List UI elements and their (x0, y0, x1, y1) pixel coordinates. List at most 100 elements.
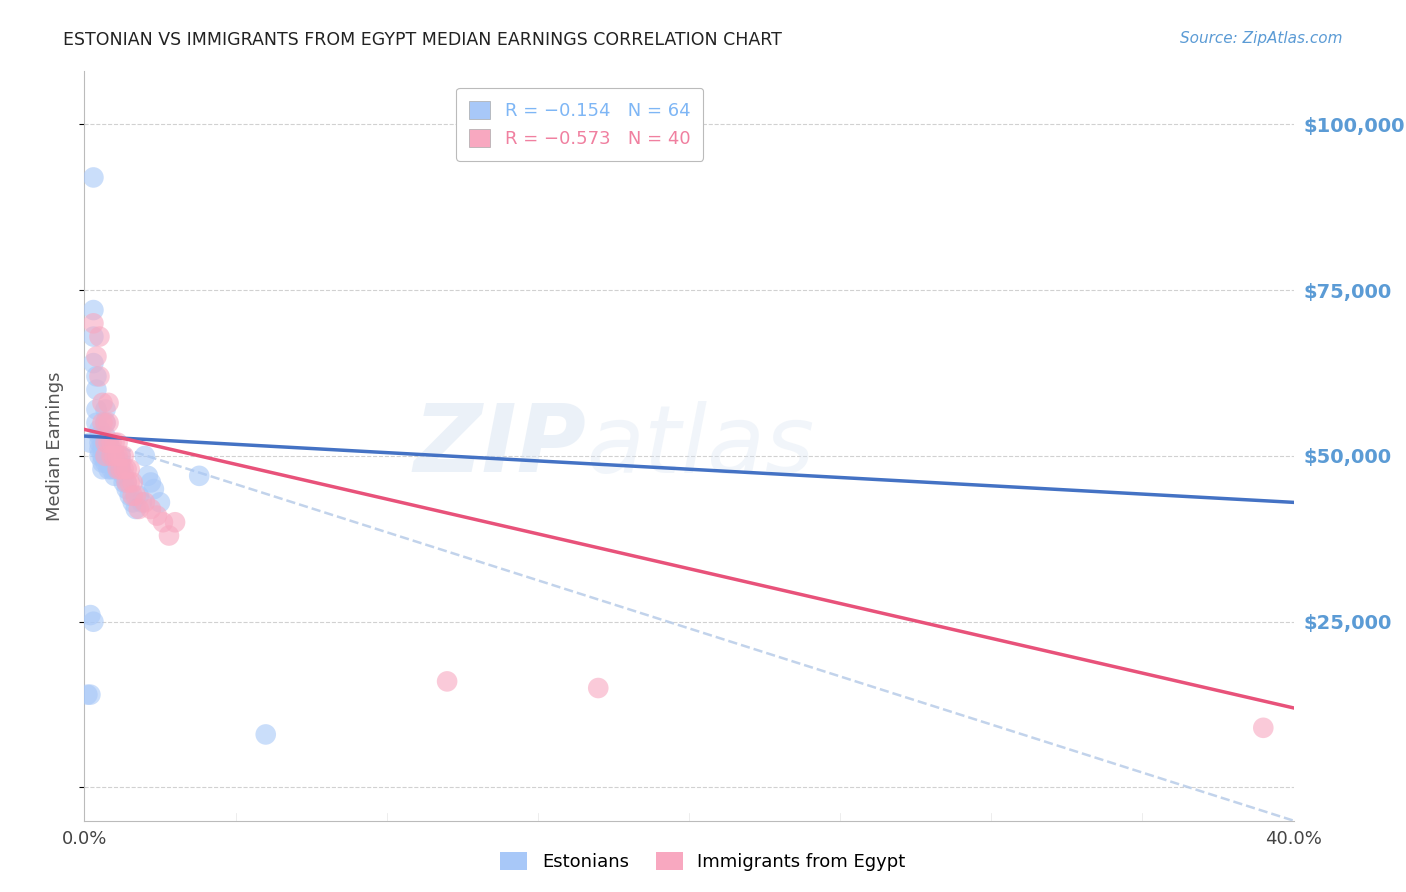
Point (86, 383, 108, 397)
Point (110, 462, 132, 476)
Point (94, 416, 117, 430)
Point (94, 402, 117, 417)
Point (89, 329, 111, 343)
Point (86, 416, 108, 430)
Point (121, 475, 143, 490)
Point (134, 495, 156, 509)
Point (149, 495, 172, 509)
Point (91, 462, 114, 476)
Point (100, 462, 122, 476)
Point (82, 329, 104, 343)
Point (89, 442, 111, 457)
Point (82, 303, 104, 318)
Text: ZIP: ZIP (413, 400, 586, 492)
Point (125, 502, 148, 516)
Point (91, 449, 114, 463)
Point (104, 435, 127, 450)
Point (79, 608, 101, 623)
Point (152, 515, 174, 529)
Point (100, 442, 122, 457)
Point (118, 489, 141, 503)
Point (100, 456, 122, 470)
Point (112, 462, 135, 476)
Point (89, 435, 111, 450)
Point (112, 475, 135, 490)
Point (91, 416, 114, 430)
Point (94, 429, 117, 443)
Point (94, 435, 117, 450)
Point (115, 475, 138, 490)
Point (115, 462, 138, 476)
Point (104, 449, 127, 463)
Point (157, 528, 180, 542)
Point (94, 456, 117, 470)
Point (118, 462, 141, 476)
Point (121, 489, 143, 503)
Point (110, 449, 132, 463)
Point (91, 396, 114, 410)
Point (107, 462, 129, 476)
Point (104, 468, 127, 483)
Point (118, 475, 141, 490)
Point (94, 442, 117, 457)
Point (104, 449, 127, 463)
Text: ESTONIAN VS IMMIGRANTS FROM EGYPT MEDIAN EARNINGS CORRELATION CHART: ESTONIAN VS IMMIGRANTS FROM EGYPT MEDIAN… (63, 31, 782, 49)
Point (110, 462, 132, 476)
Point (100, 449, 122, 463)
Point (97, 462, 120, 476)
Point (165, 515, 187, 529)
Point (97, 396, 120, 410)
Point (82, 356, 104, 370)
Point (121, 495, 143, 509)
Point (107, 462, 129, 476)
Point (86, 402, 108, 417)
Point (107, 435, 129, 450)
Point (100, 449, 122, 463)
Point (82, 615, 104, 629)
Point (134, 449, 156, 463)
Point (86, 350, 108, 364)
Point (107, 456, 129, 470)
Point (91, 435, 114, 450)
Point (97, 435, 120, 450)
Point (139, 502, 162, 516)
Point (94, 449, 117, 463)
Point (97, 442, 120, 457)
Point (91, 456, 114, 470)
Point (115, 475, 138, 490)
Point (110, 456, 132, 470)
Point (89, 449, 111, 463)
Point (104, 456, 127, 470)
Point (188, 468, 211, 483)
Point (89, 422, 111, 436)
Point (1253, 721, 1275, 735)
Point (89, 429, 111, 443)
Legend: R = −0.154   N = 64, R = −0.573   N = 40: R = −0.154 N = 64, R = −0.573 N = 40 (456, 88, 703, 161)
Point (110, 449, 132, 463)
Point (112, 449, 135, 463)
Point (79, 688, 101, 702)
Point (112, 468, 135, 483)
Point (79, 435, 101, 450)
Point (254, 727, 277, 741)
Point (146, 508, 169, 523)
Text: atlas: atlas (586, 401, 814, 491)
Point (94, 449, 117, 463)
Point (588, 681, 610, 695)
Point (107, 449, 129, 463)
Point (125, 489, 148, 503)
Point (104, 462, 127, 476)
Text: Source: ZipAtlas.com: Source: ZipAtlas.com (1180, 31, 1343, 46)
Point (115, 482, 138, 496)
Point (136, 468, 159, 483)
Point (97, 416, 120, 430)
Point (94, 435, 117, 450)
Point (131, 495, 153, 509)
Point (82, 170, 104, 185)
Point (76, 688, 98, 702)
Point (128, 489, 150, 503)
Point (128, 502, 150, 516)
Point (139, 475, 162, 490)
Point (97, 456, 120, 470)
Y-axis label: Median Earnings: Median Earnings (45, 371, 63, 521)
